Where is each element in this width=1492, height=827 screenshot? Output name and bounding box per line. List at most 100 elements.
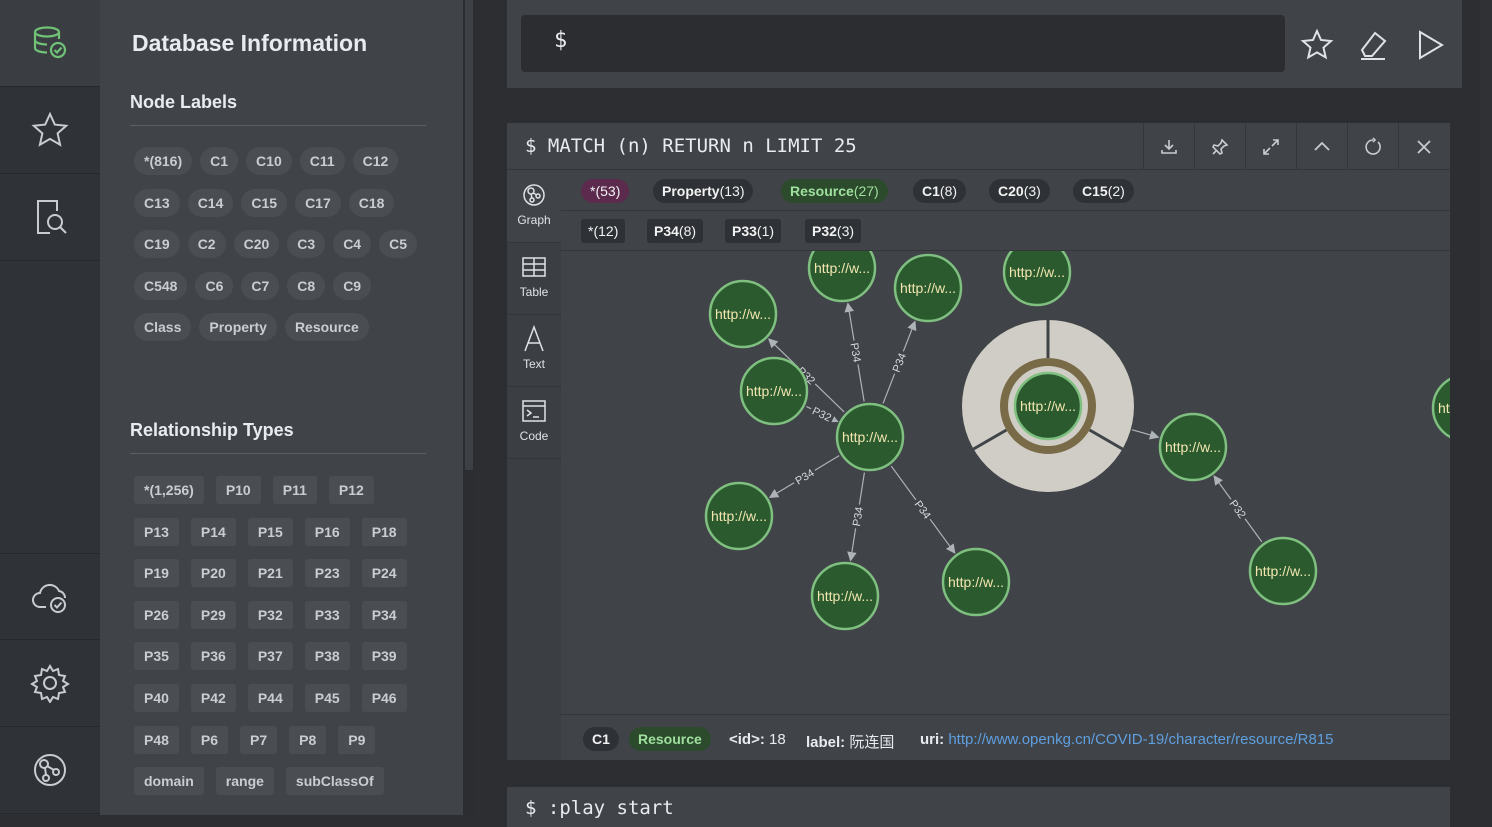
- graph-node[interactable]: http://w...: [807, 251, 877, 303]
- gear-icon[interactable]: [0, 640, 100, 727]
- graph-node[interactable]: http://w...: [1002, 251, 1072, 307]
- frame-command[interactable]: $ MATCH (n) RETURN n LIMIT 25: [525, 135, 857, 157]
- node-circle[interactable]: [1248, 536, 1318, 606]
- relationship-type-pill[interactable]: P9: [338, 725, 376, 754]
- relationship-type-pill[interactable]: P15: [247, 517, 293, 546]
- relationship-legend-tag[interactable]: P34(8): [647, 219, 704, 243]
- node-label-pill[interactable]: C14: [187, 188, 234, 217]
- relationship-type-pill[interactable]: P36: [190, 642, 236, 671]
- status-resource-chip[interactable]: Resource: [629, 727, 711, 751]
- relationship-type-pill[interactable]: P19: [134, 559, 179, 588]
- star-icon[interactable]: [0, 87, 100, 174]
- node-label-pill[interactable]: C9: [333, 271, 372, 300]
- search-document-icon[interactable]: [0, 174, 100, 261]
- graph-node[interactable]: http://w...: [893, 253, 963, 323]
- relationship-legend-tag[interactable]: P33(1): [725, 219, 782, 243]
- node-label-pill[interactable]: C18: [348, 188, 395, 217]
- relationship-type-pill[interactable]: P34: [361, 600, 407, 629]
- graph-node[interactable]: http://w...: [708, 279, 778, 349]
- node-label-pill[interactable]: C4: [333, 230, 372, 258]
- relationship-type-pill[interactable]: P7: [240, 725, 278, 754]
- database-icon[interactable]: [0, 0, 100, 87]
- node-circle[interactable]: [1431, 375, 1450, 441]
- selection-ring[interactable]: [1000, 358, 1096, 454]
- node-label-pill[interactable]: *(816): [134, 147, 193, 175]
- graph-node[interactable]: http://w...: [810, 561, 880, 631]
- node-label-pill[interactable]: Class: [134, 313, 192, 341]
- frame2-command[interactable]: $ :play start: [525, 797, 674, 819]
- drawer-scrollbar[interactable]: [463, 0, 475, 815]
- relationship-type-pill[interactable]: P18: [361, 517, 407, 546]
- relationship-type-pill[interactable]: P45: [304, 683, 350, 712]
- cloud-check-icon[interactable]: [0, 553, 100, 640]
- relationship-type-pill[interactable]: P29: [190, 600, 236, 629]
- relationship-type-pill[interactable]: P14: [190, 517, 236, 546]
- node-legend-tag[interactable]: Resource(27): [781, 179, 888, 203]
- node-circle[interactable]: [1002, 251, 1072, 307]
- relationship-type-pill[interactable]: subClassOf: [285, 767, 384, 796]
- relationship-type-pill[interactable]: P35: [134, 642, 179, 671]
- node-circle[interactable]: [1158, 412, 1228, 482]
- node-label-pill[interactable]: C3: [287, 230, 326, 258]
- status-label-chip[interactable]: C1: [583, 727, 619, 751]
- node-legend-tag[interactable]: *(53): [581, 179, 630, 203]
- relationship-type-pill[interactable]: P46: [361, 683, 407, 712]
- node-label-pill[interactable]: Resource: [284, 313, 369, 341]
- relationship-type-pill[interactable]: P26: [134, 600, 179, 629]
- relationship-type-pill[interactable]: P10: [215, 476, 261, 504]
- node-legend-tag[interactable]: C15(2): [1073, 179, 1134, 203]
- node-legend-tag[interactable]: C20(3): [989, 179, 1050, 203]
- node-circle[interactable]: [835, 402, 905, 472]
- relationship-type-pill[interactable]: P24: [361, 559, 407, 588]
- node-label-pill[interactable]: C5: [379, 230, 417, 258]
- view-code[interactable]: Code: [507, 387, 561, 459]
- graph-node[interactable]: http://w...: [1158, 412, 1228, 482]
- relationship-type-pill[interactable]: P39: [361, 642, 407, 671]
- node-circle[interactable]: [807, 251, 877, 303]
- relationship-type-pill[interactable]: P13: [134, 517, 179, 546]
- download-icon[interactable]: [1143, 123, 1194, 170]
- graph-node[interactable]: http://w...: [1013, 371, 1083, 441]
- graph-node[interactable]: http://w...: [739, 356, 809, 426]
- relationship-type-pill[interactable]: P38: [304, 642, 350, 671]
- node-label-pill[interactable]: C548: [134, 271, 188, 300]
- relationship-type-pill[interactable]: range: [215, 767, 274, 796]
- graph-node[interactable]: http://w...: [941, 547, 1011, 617]
- node-legend-tag[interactable]: Property(13): [653, 179, 754, 203]
- relationship-type-pill[interactable]: P40: [134, 683, 179, 712]
- node-label-pill[interactable]: C6: [195, 271, 234, 300]
- relationship-type-pill[interactable]: P42: [190, 683, 236, 712]
- pin-icon[interactable]: [1194, 123, 1245, 170]
- node-label-pill[interactable]: C8: [287, 271, 326, 300]
- relationship-type-pill[interactable]: P21: [247, 559, 293, 588]
- relationship-type-pill[interactable]: P37: [247, 642, 293, 671]
- node-label-pill[interactable]: C20: [233, 230, 280, 258]
- node-circle[interactable]: [1013, 371, 1083, 441]
- node-circle[interactable]: [941, 547, 1011, 617]
- relationship-type-pill[interactable]: P12: [328, 476, 374, 504]
- relationship-type-pill[interactable]: P8: [289, 725, 327, 754]
- relationship-type-pill[interactable]: P48: [134, 725, 179, 754]
- relationship-type-pill[interactable]: P33: [304, 600, 350, 629]
- collapse-icon[interactable]: [1296, 123, 1347, 170]
- relationship-type-pill[interactable]: P44: [247, 683, 293, 712]
- expand-icon[interactable]: [1245, 123, 1296, 170]
- graph-node[interactable]: http://w...: [1248, 536, 1318, 606]
- node-label-pill[interactable]: C17: [295, 188, 341, 217]
- node-label-pill[interactable]: C11: [299, 147, 345, 175]
- status-uri-link[interactable]: http://www.openkg.cn/COVID-19/character/…: [948, 731, 1334, 748]
- relationship-legend-tag[interactable]: *(12): [581, 219, 626, 243]
- node-label-pill[interactable]: C1: [200, 147, 239, 175]
- relationship-type-pill[interactable]: P32: [247, 600, 293, 629]
- graph-node[interactable]: http://w...: [704, 481, 774, 551]
- node-circle[interactable]: [739, 356, 809, 426]
- rerun-icon[interactable]: [1347, 123, 1398, 170]
- graph-canvas[interactable]: P32P34P34P32P34P34P34P3234http://w...htt…: [561, 251, 1450, 714]
- graph-node[interactable]: http://w...: [835, 402, 905, 472]
- close-icon[interactable]: [1398, 123, 1449, 170]
- relationship-type-pill[interactable]: domain: [134, 767, 204, 796]
- relationship-type-pill[interactable]: P6: [190, 725, 229, 754]
- relationship-type-pill[interactable]: P23: [304, 559, 350, 588]
- relationship-type-pill[interactable]: *(1,256): [134, 476, 204, 504]
- relationship-type-pill[interactable]: P16: [304, 517, 350, 546]
